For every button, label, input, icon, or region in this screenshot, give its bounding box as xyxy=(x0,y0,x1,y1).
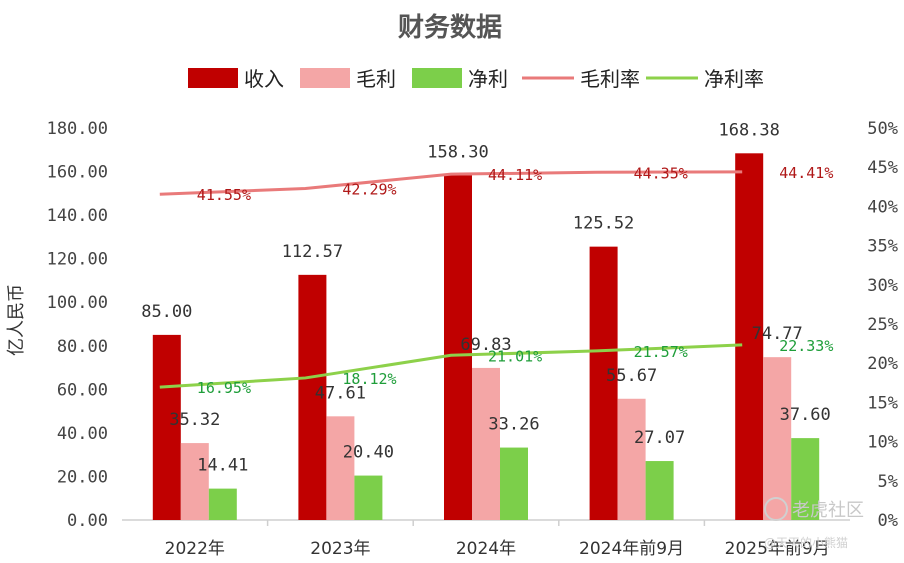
revenue-bar xyxy=(735,153,764,520)
y-tick-label: 160.00 xyxy=(47,163,108,183)
net-margin-label: 21.01% xyxy=(488,347,542,365)
legend-label-gross-profit: 毛利 xyxy=(356,67,396,91)
revenue-bar xyxy=(589,246,618,521)
revenue-label: 85.00 xyxy=(141,302,192,322)
y-tick-label: 180.00 xyxy=(47,119,108,139)
legend-label-revenue: 收入 xyxy=(244,67,284,91)
revenue-bar xyxy=(298,274,327,520)
legend-label-net-margin: 净利率 xyxy=(704,67,764,91)
x-tick-label: 2025年前9月 xyxy=(725,539,830,559)
y2-tick-label: 40% xyxy=(867,197,898,217)
gross-profit-bar xyxy=(472,367,500,520)
gross-margin-label: 44.41% xyxy=(779,164,833,182)
gross-profit-bar xyxy=(617,398,646,520)
gross-profit-bar xyxy=(763,357,792,520)
gross-margin-label: 44.11% xyxy=(488,166,542,184)
gross-margin-label: 42.29% xyxy=(342,180,396,198)
y2-tick-label: 0% xyxy=(878,511,898,531)
watermark: 老虎社区 @天天的小熊猫 xyxy=(764,497,864,550)
x-tick-label: 2023年 xyxy=(310,539,370,559)
revenue-label: 158.30 xyxy=(427,142,488,162)
y-tick-label: 80.00 xyxy=(57,337,108,357)
revenue-label: 112.57 xyxy=(282,242,343,262)
x-tick-label: 2024年 xyxy=(456,539,516,559)
y2-tick-label: 25% xyxy=(867,315,898,335)
net-margin-label: 21.57% xyxy=(634,343,688,361)
net-profit-label: 14.41 xyxy=(197,456,248,476)
margin-labels: 41.55% 42.29% 44.11% 44.35% 44.41% 16.95% 18.1… xyxy=(197,164,834,397)
bars xyxy=(152,153,820,521)
bar-labels: 85.00 112.57 158.30 125.52 168.38 35.32 47.61 6… xyxy=(141,120,831,475)
gross-profit-bar xyxy=(326,416,355,520)
y-tick-label: 100.00 xyxy=(47,293,108,313)
margin-lines xyxy=(159,170,743,389)
y-axis-left: 0.00 20.00 40.00 60.00 80.00 100.00 120.00 140.… xyxy=(47,119,108,531)
legend-swatch-net-profit xyxy=(412,68,462,88)
y-tick-label: 120.00 xyxy=(47,250,108,270)
chart-title: 财务数据 xyxy=(398,13,502,43)
gross-profit-label: 47.61 xyxy=(315,383,366,403)
y2-tick-label: 35% xyxy=(867,237,898,257)
net-profit-label: 33.26 xyxy=(488,415,539,435)
legend-label-net-profit: 净利 xyxy=(468,67,508,91)
y2-tick-label: 20% xyxy=(867,354,898,374)
revenue-bar xyxy=(152,334,181,520)
net-profit-label: 20.40 xyxy=(343,443,394,463)
net-profit-label: 27.07 xyxy=(634,428,685,448)
y2-tick-label: 45% xyxy=(867,158,898,178)
gross-profit-label: 74.77 xyxy=(752,324,803,344)
y-axis-right: 0% 5% 10% 15% 20% 25% 30% 35% 40% 45% 50% xyxy=(867,119,898,531)
net-margin-label: 16.95% xyxy=(197,379,251,397)
y2-tick-label: 30% xyxy=(867,276,898,296)
y-tick-label: 20.00 xyxy=(57,467,108,487)
y2-tick-label: 50% xyxy=(867,119,898,139)
watermark-sub: @天天的小熊猫 xyxy=(764,535,848,550)
net-margin-label: 18.12% xyxy=(342,370,396,388)
y-tick-label: 60.00 xyxy=(57,380,108,400)
gross-profit-label: 55.67 xyxy=(606,366,657,386)
net-margin-label: 22.33% xyxy=(779,337,833,355)
net-profit-bar xyxy=(354,475,383,520)
y-tick-label: 140.00 xyxy=(47,206,108,226)
gross-profit-label: 69.83 xyxy=(460,335,511,355)
gross-margin-line xyxy=(159,170,743,196)
revenue-bar xyxy=(444,175,472,520)
gross-margin-label: 44.35% xyxy=(634,164,688,182)
legend-swatch-gross-profit xyxy=(300,68,350,88)
y2-tick-label: 15% xyxy=(867,393,898,413)
net-profit-bar xyxy=(645,461,674,520)
net-profit-label: 37.60 xyxy=(780,405,831,425)
net-profit-bar xyxy=(791,438,820,520)
watermark-brand: 老虎社区 xyxy=(792,500,864,521)
gross-profit-bar xyxy=(180,443,209,520)
x-axis: 2022年 2023年 2024年 2024年前9月 2025年前9月 xyxy=(165,520,830,559)
watermark-logo-icon xyxy=(764,497,788,521)
y-tick-label: 40.00 xyxy=(57,424,108,444)
y-tick-label: 0.00 xyxy=(67,511,108,531)
legend: 收入 毛利 净利 毛利率 净利率 xyxy=(188,67,764,91)
legend-label-gross-margin: 毛利率 xyxy=(580,67,640,91)
y2-tick-label: 10% xyxy=(867,433,898,453)
revenue-label: 125.52 xyxy=(573,214,634,234)
revenue-label: 168.38 xyxy=(718,120,779,140)
x-tick-label: 2024年前9月 xyxy=(579,539,684,559)
gross-profit-label: 35.32 xyxy=(169,410,220,430)
x-tick-label: 2022年 xyxy=(165,539,225,559)
y-axis-label: 亿人民币 xyxy=(6,284,27,356)
net-margin-line xyxy=(159,343,743,389)
legend-swatch-revenue xyxy=(188,68,238,88)
net-profit-bar xyxy=(208,488,237,520)
y2-tick-label: 5% xyxy=(878,472,898,492)
gross-margin-label: 41.55% xyxy=(197,186,251,204)
net-profit-bar xyxy=(500,447,528,520)
